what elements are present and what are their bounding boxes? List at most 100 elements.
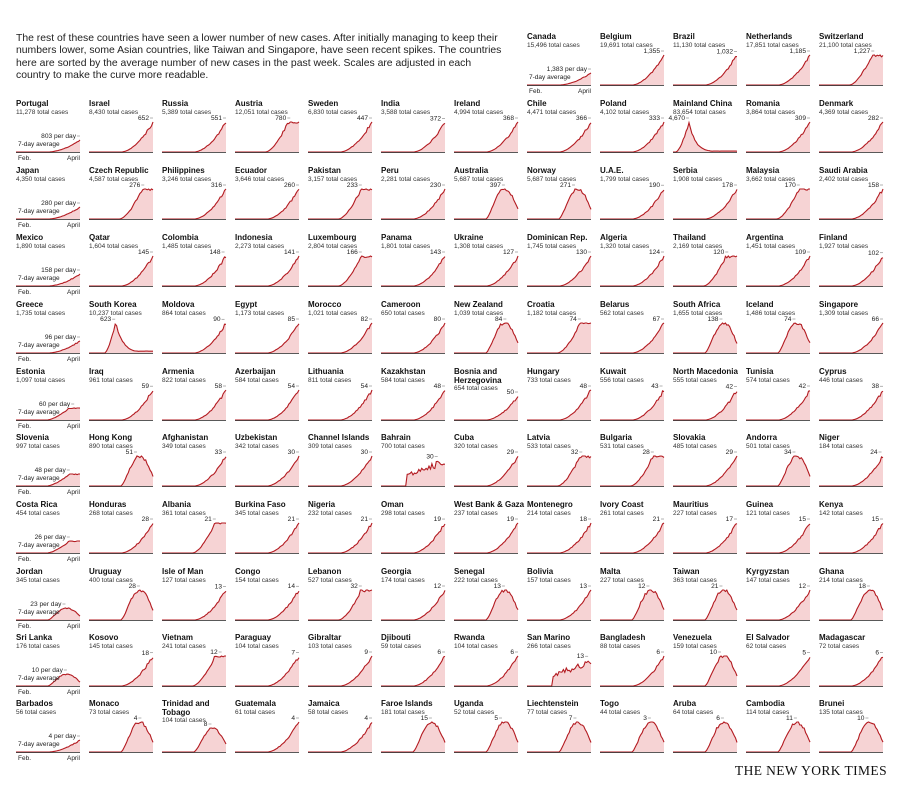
country-name: Pakistan	[308, 166, 341, 175]
case-area	[308, 656, 372, 686]
country-panel: Mainland China 83,654 total cases 4,670	[668, 99, 743, 164]
country-panel: Philippines 3,246 total cases 316	[162, 166, 232, 231]
country-name: Argentina	[746, 233, 784, 242]
peak-value-label: 28	[642, 449, 650, 456]
country-panel: Canada 15,496 total cases 1,383 per day 7-d…	[527, 32, 597, 97]
case-area	[381, 390, 445, 420]
peak-value-label: 80	[434, 316, 442, 323]
case-area	[746, 390, 810, 420]
case-area	[454, 122, 518, 152]
peak-value-label: 60 per day	[39, 401, 71, 408]
case-area	[673, 56, 737, 85]
country-total-cases: 3,662 total cases	[746, 176, 796, 183]
peak-value-label: 447	[357, 115, 368, 122]
country-name: Australia	[454, 166, 489, 175]
case-area	[381, 461, 445, 486]
case-area	[673, 523, 737, 553]
country-name: Slovakia	[673, 433, 706, 442]
case-area	[673, 189, 737, 219]
country-panel: North Macedonia 555 total cases 42	[673, 367, 743, 432]
peak-value-label: 10	[857, 715, 865, 722]
peak-value-label: 23 per day	[30, 601, 62, 608]
country-name: Cameroon	[381, 300, 421, 309]
peak-value-label: 24	[870, 449, 878, 456]
country-panel: Norway 5,687 total cases 271	[527, 166, 597, 231]
country-total-cases: 890 total cases	[89, 443, 133, 450]
x-axis-start-label: Feb.	[18, 289, 31, 296]
country-sparkline: 7	[235, 650, 300, 687]
country-name: Guinea	[746, 500, 774, 509]
country-total-cases: 56 total cases	[16, 709, 57, 716]
country-name: Malta	[600, 567, 621, 576]
peak-value-label: 19	[434, 516, 442, 523]
country-total-cases: 1,485 total cases	[162, 243, 212, 250]
country-name: Morocco	[308, 300, 342, 309]
peak-value-label: 7	[569, 715, 573, 722]
case-line	[454, 655, 519, 687]
peak-value-label: 21	[653, 516, 661, 523]
country-total-cases: 227 total cases	[600, 577, 644, 584]
case-line	[746, 255, 811, 287]
country-panel: Russia 5,389 total cases 551	[162, 99, 232, 164]
case-line	[235, 721, 300, 753]
case-line	[673, 322, 738, 354]
country-panel: Taiwan 363 total cases 21	[673, 567, 743, 632]
case-line	[16, 607, 81, 621]
case-area	[162, 256, 226, 286]
case-line	[89, 657, 154, 687]
country-total-cases: 1,097 total cases	[16, 377, 66, 384]
country-total-cases: 822 total cases	[162, 377, 206, 384]
country-total-cases: 345 total cases	[16, 577, 60, 584]
peak-value-label: 1,032	[716, 49, 733, 56]
case-line	[381, 188, 446, 220]
country-total-cases: 184 total cases	[819, 443, 863, 450]
case-line	[819, 390, 884, 421]
country-panel: Slovenia 997 total cases 48 per day 7-day a…	[16, 433, 86, 498]
case-line	[454, 396, 519, 421]
country-total-cases: 104 total cases	[235, 643, 279, 650]
country-panel: Monaco 73 total cases 4	[89, 699, 159, 764]
country-sparkline: 4,670	[668, 115, 738, 153]
country-total-cases: 176 total cases	[16, 643, 60, 650]
country-total-cases: 650 total cases	[381, 310, 425, 317]
case-line	[235, 188, 300, 220]
country-total-cases: 700 total cases	[381, 443, 425, 450]
country-panel: West Bank & Gaza 237 total cases 19	[454, 500, 524, 565]
x-axis-start-label: Feb.	[18, 155, 31, 162]
country-sparkline: 158	[819, 182, 884, 220]
case-area	[527, 390, 591, 420]
country-sparkline: 28	[89, 516, 154, 554]
country-panel: Guinea 121 total cases 15	[746, 500, 816, 565]
country-total-cases: 2,281 total cases	[381, 176, 431, 183]
country-name: Isle of Man	[162, 567, 204, 576]
peak-value-label: 18	[859, 583, 867, 590]
country-name: Jamaica	[308, 699, 340, 708]
country-panel: Togo 44 total cases 3	[600, 699, 670, 764]
country-total-cases: 654 total cases	[454, 385, 498, 392]
country-panel: Morocco 1,021 total cases 82	[308, 300, 378, 365]
case-area	[16, 474, 80, 486]
country-name: Serbia	[673, 166, 698, 175]
peak-value-label: 102	[868, 250, 879, 257]
peak-value-label: 18	[580, 516, 588, 523]
peak-value-label: 652	[138, 115, 149, 122]
country-total-cases: 127 total cases	[162, 577, 206, 584]
case-line	[746, 721, 811, 753]
country-total-cases: 298 total cases	[381, 510, 425, 517]
case-line	[673, 655, 738, 687]
case-line	[454, 255, 519, 287]
case-line	[746, 455, 811, 487]
country-panel: Slovakia 485 total cases 29	[673, 433, 743, 498]
peak-value-label: 623	[100, 316, 111, 323]
case-line	[162, 389, 227, 421]
peak-value-label: 109	[795, 249, 806, 256]
country-name: Trinidad and Tobago	[162, 699, 210, 717]
country-total-cases: 1,320 total cases	[600, 243, 650, 250]
country-panel: Bolivia 157 total cases 13	[527, 567, 597, 632]
country-total-cases: 8,430 total cases	[89, 109, 139, 116]
country-total-cases: 181 total cases	[381, 709, 425, 716]
country-sparkline: 32	[527, 449, 592, 487]
case-area	[746, 323, 810, 353]
